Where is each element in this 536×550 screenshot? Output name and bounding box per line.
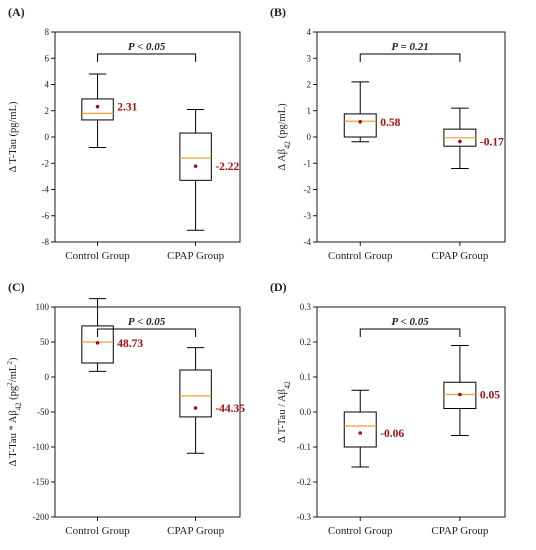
x-tick-label: Control Group <box>65 250 130 262</box>
y-tick-label: -1 <box>304 158 312 168</box>
y-tick-label: -4 <box>42 185 50 195</box>
y-axis-label: Δ T-Tau * Aβ42 (pg2/mL2) <box>5 357 23 467</box>
mean-value-label: 0.58 <box>380 117 400 129</box>
y-axis-label: Δ Aβ42 (pg/mL) <box>277 103 292 171</box>
y-tick-label: 0.1 <box>300 372 311 382</box>
y-tick-label: -100 <box>33 442 50 452</box>
y-tick-label: -0.1 <box>297 442 311 452</box>
p-value-label: P < 0.05 <box>128 41 166 53</box>
iqr-box <box>343 113 377 138</box>
p-value-label: P < 0.05 <box>128 316 166 328</box>
p-value-label: P < 0.05 <box>391 316 429 328</box>
y-tick-label: 0.3 <box>300 302 312 312</box>
y-tick-label: 100 <box>36 302 50 312</box>
significance-bracket <box>97 328 197 337</box>
y-tick-label: -150 <box>33 477 50 487</box>
box-control: 0.58 <box>343 81 401 143</box>
chart-panel-4: (D) -0.3 -0.2 -0.1 0.0 0.1 0.2 0.3 Δ T-Tau / Aβ4… <box>270 280 506 537</box>
iqr-box <box>343 411 377 448</box>
iqr-box <box>179 132 212 181</box>
x-tick-label: CPAP Group <box>167 250 224 262</box>
mean-marker <box>458 392 462 397</box>
mean-value-label: 2.31 <box>117 102 137 114</box>
mean-value-label: -0.06 <box>380 428 404 440</box>
box-control: 2.31 <box>81 73 138 148</box>
y-tick-label: 0.0 <box>300 407 312 417</box>
y-tick-label: -2 <box>304 185 312 195</box>
box-control: 48.73 <box>81 298 143 372</box>
mean-marker <box>358 119 363 124</box>
x-tick-label: CPAP Group <box>167 525 224 537</box>
y-tick-label: -0.2 <box>297 477 311 487</box>
iqr-box <box>81 325 114 364</box>
y-tick-label: -50 <box>37 407 49 417</box>
iqr-box <box>443 381 477 409</box>
y-tick-label: 4 <box>307 27 312 37</box>
box-cpap: -0.17 <box>443 107 504 169</box>
y-tick-label: 1 <box>307 106 312 116</box>
mean-marker <box>95 104 100 109</box>
box-cpap: -2.22 <box>179 108 240 231</box>
x-tick-label: Control Group <box>328 250 393 262</box>
y-tick-label: 0 <box>307 132 312 142</box>
y-tick-label: 6 <box>45 53 50 63</box>
x-tick-label: CPAP Group <box>431 250 488 262</box>
y-tick-label: 0.2 <box>300 337 311 347</box>
p-value-label: P = 0.21 <box>391 41 428 53</box>
mean-value-label: -44.35 <box>215 403 245 415</box>
x-tick-label: Control Group <box>328 525 393 537</box>
y-tick-label: 8 <box>45 27 50 37</box>
y-tick-label: 2 <box>45 106 50 116</box>
box-cpap: 0.05 <box>443 345 500 436</box>
y-tick-label: -3 <box>304 211 312 221</box>
mean-value-label: 48.73 <box>117 338 143 350</box>
panel-label: (D) <box>270 280 287 294</box>
y-tick-label: 0 <box>45 372 50 382</box>
panel-label: (B) <box>270 5 286 19</box>
y-axis-label: Δ T-Tau (pg/mL) <box>8 101 19 172</box>
iqr-box <box>179 369 212 418</box>
mean-marker <box>458 139 462 144</box>
y-tick-label: 3 <box>307 53 312 63</box>
chart-panel-3: (C) -200 -150 -100 -50 0 50 100 Δ T-Tau * Aβ42 (… <box>5 280 246 537</box>
y-tick-label: -8 <box>42 237 50 247</box>
significance-bracket <box>97 53 197 62</box>
panel-label: (A) <box>8 5 25 19</box>
y-tick-label: 4 <box>45 80 50 90</box>
y-axis-label: Δ T-Tau / Aβ42 <box>277 381 292 443</box>
y-tick-label: -6 <box>42 211 50 221</box>
significance-bracket <box>359 328 461 337</box>
mean-value-label: -2.22 <box>215 161 239 173</box>
x-tick-label: CPAP Group <box>431 525 488 537</box>
box-cpap: -44.35 <box>179 347 245 454</box>
chart-panel-2: (B) -4 -3 -2 -1 0 1 2 3 4 Δ Aβ42 (pg/mL) Control Gr… <box>270 5 506 262</box>
plot-frame <box>54 31 241 243</box>
y-tick-label: -4 <box>304 237 312 247</box>
y-tick-label: -0.3 <box>297 512 312 522</box>
y-tick-label: 0 <box>45 132 50 142</box>
significance-bracket <box>359 53 461 62</box>
mean-marker <box>193 406 198 410</box>
panel-label: (C) <box>8 280 25 294</box>
y-tick-label: -2 <box>42 158 50 168</box>
chart-panel-1: (A) -8 -6 -4 -2 0 2 4 6 8 Δ T-Tau (pg/mL) Control G… <box>8 5 241 262</box>
y-tick-label: 2 <box>307 80 312 90</box>
y-tick-label: 50 <box>40 337 50 347</box>
plot-frame <box>54 306 241 518</box>
y-tick-label: -200 <box>33 512 50 522</box>
mean-marker <box>193 164 198 168</box>
mean-marker <box>95 341 100 345</box>
mean-value-label: 0.05 <box>480 390 500 402</box>
mean-value-label: -0.17 <box>480 136 504 148</box>
x-tick-label: Control Group <box>65 525 130 537</box>
iqr-box <box>81 98 114 121</box>
box-control: -0.06 <box>343 389 404 468</box>
mean-marker <box>358 431 363 435</box>
